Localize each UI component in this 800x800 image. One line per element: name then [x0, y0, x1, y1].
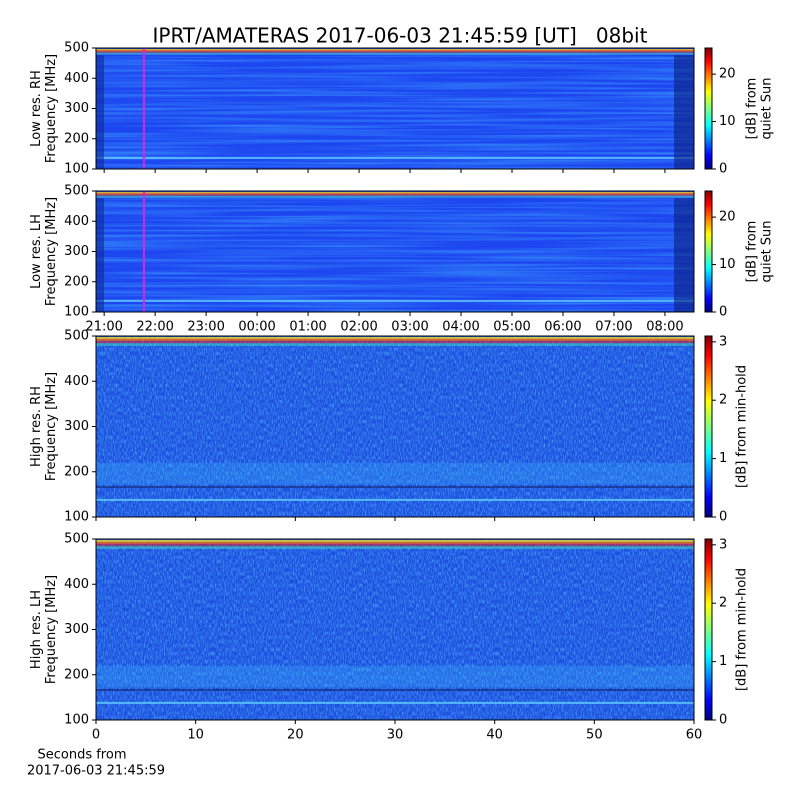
y-tick-label: 200: [64, 274, 89, 289]
spectrogram-band: [96, 156, 694, 159]
x-tick-label: 60: [686, 728, 703, 743]
colorbar-label: [dB] from: [745, 78, 760, 140]
x-axis-label: Seconds from: [37, 748, 126, 763]
y-axis-label: High res. LH: [29, 590, 44, 669]
x-tick-label: 04:00: [442, 320, 479, 335]
spectrogram-band: [96, 486, 694, 488]
y-tick-label: 200: [64, 131, 89, 146]
colorbar-tick-label: 3: [719, 537, 727, 552]
x-tick-label: 40: [486, 728, 503, 743]
spectrogram-band: [96, 498, 694, 501]
colorbar: [704, 538, 713, 721]
y-tick-label: 400: [64, 577, 89, 592]
spectrogram-band: [96, 546, 694, 549]
spectrogram-edge: [96, 55, 104, 170]
spectrogram-band: [96, 343, 694, 346]
spectrogram-texture: [96, 48, 694, 169]
y-tick-label: 300: [64, 622, 89, 637]
spectrogram-band: [96, 299, 694, 302]
y-axis-label: Low res. RH: [29, 70, 44, 147]
y-axis-label: High res. RH: [29, 386, 44, 467]
y-tick-label: 500: [64, 184, 89, 199]
spectrogram-band: [96, 701, 694, 704]
y-tick-label: 400: [64, 374, 89, 389]
x-tick-label: 03:00: [391, 320, 428, 335]
colorbar-label: quiet Sun: [760, 77, 775, 139]
x-tick-label: 50: [586, 728, 603, 743]
y-tick-label: 300: [64, 101, 89, 116]
colorbar-tick-label: 10: [719, 114, 736, 129]
x-axis-label: 2017-06-03 21:45:59: [27, 764, 165, 779]
x-tick-label: 23:00: [187, 320, 224, 335]
spectrogram-band: [96, 49, 694, 53]
colorbar-tick-label: 20: [719, 210, 736, 225]
y-tick-label: 100: [64, 510, 89, 525]
colorbar-tick-label: 0: [719, 162, 727, 177]
y-tick-label: 100: [64, 305, 89, 320]
colorbar: [704, 335, 713, 518]
spectrogram-band: [96, 462, 694, 485]
y-axis-label: Frequency [MHz]: [44, 575, 59, 684]
x-tick-label: 06:00: [544, 320, 581, 335]
colorbar-tick-label: 20: [719, 67, 736, 82]
spectrogram-band: [96, 689, 694, 691]
x-tick-label: 01:00: [289, 320, 326, 335]
y-tick-label: 300: [64, 419, 89, 434]
y-tick-label: 500: [64, 329, 89, 344]
colorbar-tick-label: 1: [719, 451, 727, 466]
spectrogram-band: [96, 195, 694, 198]
spectrogram-band: [96, 52, 694, 55]
y-axis-label: Frequency [MHz]: [44, 54, 59, 163]
spectrogram-edge: [96, 198, 104, 312]
spectrogram-texture: [96, 539, 694, 720]
y-tick-label: 100: [64, 713, 89, 728]
spectrogram-band: [96, 338, 694, 344]
x-tick-label: 10: [187, 728, 204, 743]
colorbar-tick-label: 3: [719, 334, 727, 349]
colorbar-label: [dB] from: [745, 221, 760, 283]
colorbar-tick-label: 1: [719, 654, 727, 669]
spectrogram-edge: [674, 55, 694, 170]
x-tick-label: 02:00: [340, 320, 377, 335]
x-tick-label: 20: [287, 728, 304, 743]
y-tick-label: 300: [64, 244, 89, 259]
colorbar-tick-label: 10: [719, 257, 736, 272]
x-tick-label: 00:00: [238, 320, 275, 335]
spectrogram-edge: [674, 198, 694, 312]
spectrogram-band: [96, 192, 694, 196]
spectrogram-band: [96, 541, 694, 547]
y-tick-label: 500: [64, 532, 89, 547]
y-axis-label: Frequency [MHz]: [44, 197, 59, 306]
y-tick-label: 100: [64, 162, 89, 177]
colorbar-tick-label: 2: [719, 596, 727, 611]
x-tick-label: 07:00: [595, 320, 632, 335]
y-tick-label: 200: [64, 464, 89, 479]
x-tick-label: 30: [387, 728, 404, 743]
y-tick-label: 400: [64, 214, 89, 229]
colorbar-label: [dB] from min-hold: [735, 568, 750, 691]
x-tick-label: 21:00: [85, 320, 122, 335]
x-tick-label: 08:00: [646, 320, 683, 335]
colorbar-tick-label: 0: [719, 510, 727, 525]
spectrogram-texture: [96, 336, 694, 517]
figure-title: IPRT/AMATERAS 2017-06-03 21:45:59 [UT] 0…: [153, 24, 648, 48]
y-tick-label: 500: [64, 41, 89, 56]
x-tick-label: 22:00: [136, 320, 173, 335]
x-tick-label: 05:00: [493, 320, 530, 335]
y-axis-label: Frequency [MHz]: [44, 372, 59, 481]
colorbar-tick-label: 2: [719, 393, 727, 408]
spectrogram-texture: [96, 191, 694, 312]
colorbar-tick-label: 0: [719, 713, 727, 728]
y-tick-label: 400: [64, 71, 89, 86]
x-tick-label: 0: [92, 728, 100, 743]
colorbar: [704, 47, 713, 170]
colorbar-label: [dB] from min-hold: [735, 365, 750, 488]
y-tick-label: 200: [64, 667, 89, 682]
colorbar-tick-label: 0: [719, 305, 727, 320]
y-axis-label: Low res. LH: [29, 214, 44, 289]
colorbar: [704, 190, 713, 313]
colorbar-label: quiet Sun: [760, 220, 775, 282]
spectrogram-band: [96, 665, 694, 688]
